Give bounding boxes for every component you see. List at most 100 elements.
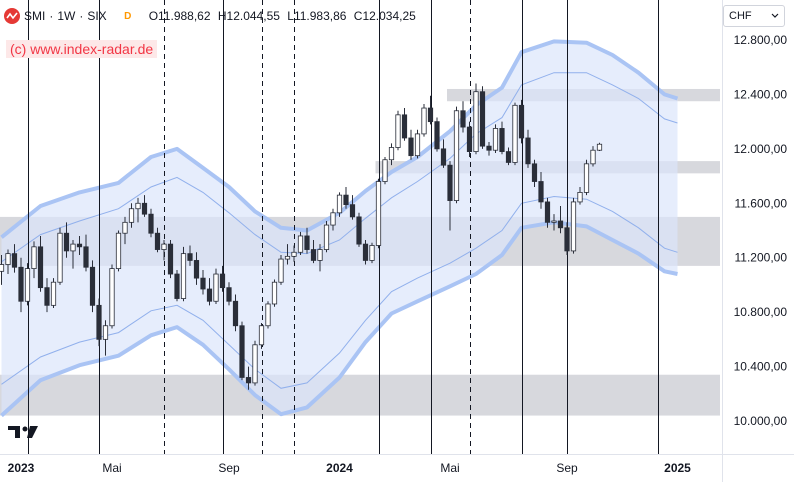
candle: [395, 110, 401, 151]
candle: [460, 101, 466, 133]
candle-body: [388, 147, 395, 161]
candle-body: [570, 201, 577, 252]
candle-body: [206, 288, 213, 302]
candle-body: [109, 268, 115, 327]
vertical-markers: [28, 0, 659, 454]
candle-body: [466, 126, 473, 152]
candle: [473, 83, 479, 155]
candle: [408, 129, 414, 160]
candle-body: [479, 91, 486, 147]
candle: [531, 159, 538, 187]
ohlc-values: O11.988,62 H12.044,55 L11.983,86 C12.034…: [149, 9, 416, 23]
candle-body: [453, 110, 460, 201]
candle: [479, 86, 486, 149]
candle: [128, 203, 135, 228]
tradingview-logo-icon[interactable]: [8, 424, 40, 440]
candle-body: [427, 107, 434, 123]
candle-body: [50, 281, 57, 306]
candle: [466, 121, 473, 158]
candle-body: [525, 137, 531, 165]
candle: [245, 366, 252, 390]
candle-body: [395, 114, 401, 148]
currency-select[interactable]: CHF: [723, 5, 785, 27]
candle: [57, 227, 63, 285]
candle-body: [531, 163, 538, 182]
close-value: C12.034,25: [353, 9, 416, 23]
candle: [369, 242, 375, 264]
exchange-label: SIX: [87, 9, 107, 23]
candle-body: [434, 121, 440, 150]
chevron-down-icon: [771, 10, 779, 22]
candle-body: [44, 287, 50, 306]
candle-body: [291, 251, 297, 257]
candle: [518, 99, 525, 144]
candle: [284, 244, 291, 265]
candle: [102, 320, 109, 356]
candle-body: [141, 202, 148, 215]
candle-body: [590, 149, 596, 165]
candle: [213, 268, 219, 304]
price-tick-label: 10.400,00: [734, 360, 788, 374]
candle-body: [551, 220, 557, 223]
candle-body: [252, 344, 258, 384]
candle-body: [349, 204, 356, 218]
candle: [590, 146, 596, 167]
candle: [18, 257, 24, 313]
candle: [135, 197, 141, 223]
candle-body: [505, 151, 512, 163]
candle-body: [304, 235, 310, 250]
candle-body: [343, 194, 349, 206]
time-tick-label: Mai: [440, 461, 459, 475]
candle: [141, 195, 148, 217]
candle-body: [96, 304, 102, 340]
candle-body: [323, 224, 330, 250]
candle: [44, 278, 50, 313]
candle: [167, 240, 174, 279]
candle: [512, 102, 518, 166]
candle-body: [102, 325, 109, 340]
candle-body: [284, 255, 291, 260]
candle-body: [382, 159, 388, 182]
candle-body: [492, 128, 499, 151]
price-tick-label: 12.000,00: [734, 142, 788, 156]
time-tick-label: Sep: [556, 461, 578, 475]
candle: [486, 142, 492, 156]
candle: [89, 260, 96, 313]
candle: [401, 108, 408, 141]
candle: [0, 254, 5, 285]
candle: [76, 235, 83, 255]
high-value: H12.044,55: [217, 9, 280, 23]
time-tick-label: 2025: [664, 461, 691, 475]
candle: [499, 121, 505, 155]
candle-body: [83, 246, 89, 268]
interval-label[interactable]: 1W: [57, 9, 76, 23]
candle: [414, 129, 421, 159]
price-tick-label: 10.800,00: [734, 305, 788, 319]
candle: [570, 197, 577, 254]
candle-body: [317, 249, 323, 261]
candle: [180, 246, 187, 302]
candle: [50, 278, 57, 309]
smi-logo-icon[interactable]: [4, 8, 20, 24]
candle: [434, 117, 440, 152]
candle-body: [460, 110, 466, 128]
candle: [538, 171, 544, 209]
delayed-data-icon[interactable]: D: [124, 10, 132, 22]
candle-body: [122, 221, 128, 234]
candle-body: [518, 104, 525, 139]
symbol-name[interactable]: SMI: [24, 9, 46, 23]
candle-body: [37, 246, 44, 289]
candle-body: [174, 273, 180, 299]
candle-body: [24, 268, 31, 302]
candle: [336, 192, 343, 217]
candle: [447, 161, 453, 231]
price-tick-label: 12.400,00: [734, 87, 788, 101]
candle-body: [577, 191, 583, 203]
candle-body: [330, 212, 336, 226]
candle-body: [499, 128, 505, 152]
candle-body: [0, 264, 5, 272]
candle: [37, 235, 44, 292]
candle: [31, 241, 37, 279]
candle-body: [356, 216, 362, 245]
